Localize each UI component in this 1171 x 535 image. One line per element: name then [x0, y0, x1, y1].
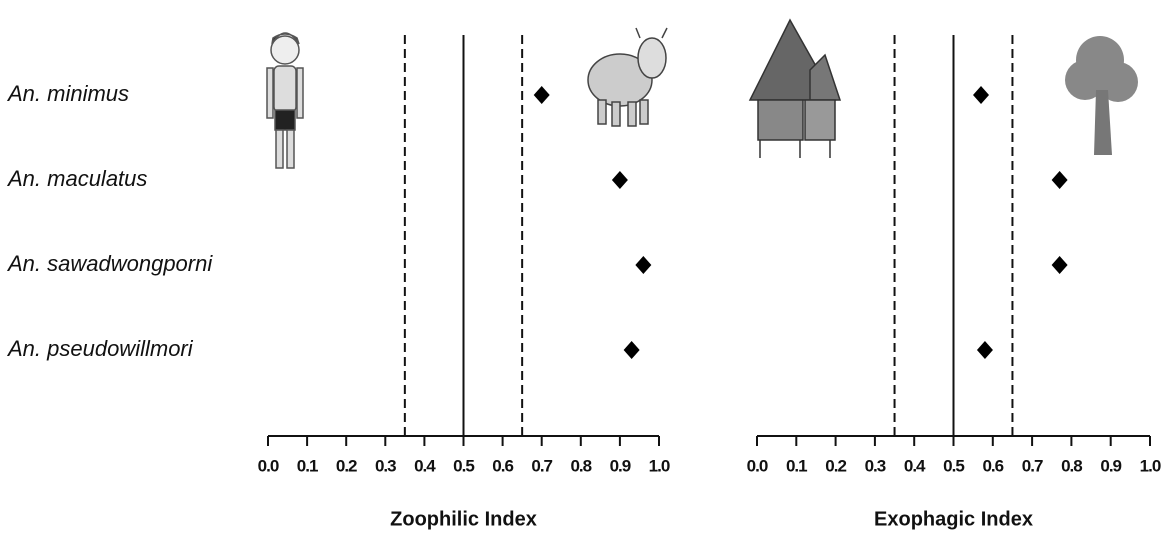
x-axis-label: Zoophilic Index: [390, 508, 537, 530]
x-tick-label: 0.0: [258, 456, 279, 475]
diamond-marker: [533, 86, 550, 104]
x-tick-label: 0.7: [531, 456, 552, 475]
x-tick-label: 0.2: [336, 456, 357, 475]
diamond-marker: [976, 341, 993, 359]
house-icon: [748, 18, 842, 158]
x-tick-label: 0.9: [610, 456, 631, 475]
x-tick-label: 0.9: [1100, 456, 1121, 475]
x-tick-label: 0.4: [904, 456, 926, 475]
diamond-marker: [635, 256, 652, 274]
x-tick-label: 0.8: [1061, 456, 1082, 475]
cow-icon: [587, 27, 668, 127]
x-tick-label: 1.0: [1140, 456, 1161, 475]
x-tick-label: 0.7: [1022, 456, 1043, 475]
tree-icon: [1065, 36, 1138, 155]
diamond-marker: [1051, 256, 1068, 274]
x-tick-label: 0.2: [825, 456, 846, 475]
x-tick-label: 0.5: [943, 456, 964, 475]
x-tick-label: 0.0: [747, 456, 768, 475]
x-tick-label: 0.6: [982, 456, 1003, 475]
x-tick-label: 0.6: [492, 456, 513, 475]
category-label: An. minimus: [6, 81, 129, 106]
diamond-marker: [623, 341, 640, 359]
x-tick-label: 0.5: [453, 456, 474, 475]
category-label: An. maculatus: [6, 166, 147, 191]
x-tick-label: 0.3: [865, 456, 886, 475]
x-tick-label: 0.8: [570, 456, 591, 475]
x-tick-label: 0.3: [375, 456, 396, 475]
x-tick-label: 1.0: [649, 456, 670, 475]
human-icon: [266, 32, 304, 169]
diamond-marker: [611, 171, 628, 189]
x-tick-label: 0.4: [414, 456, 436, 475]
category-label: An. sawadwongporni: [6, 251, 213, 276]
x-tick-label: 0.1: [297, 456, 318, 475]
diamond-marker: [1051, 171, 1068, 189]
x-tick-label: 0.1: [786, 456, 807, 475]
category-label: An. pseudowillmori: [6, 336, 194, 361]
x-axis-label: Exophagic Index: [874, 508, 1033, 530]
diamond-marker: [973, 86, 990, 104]
